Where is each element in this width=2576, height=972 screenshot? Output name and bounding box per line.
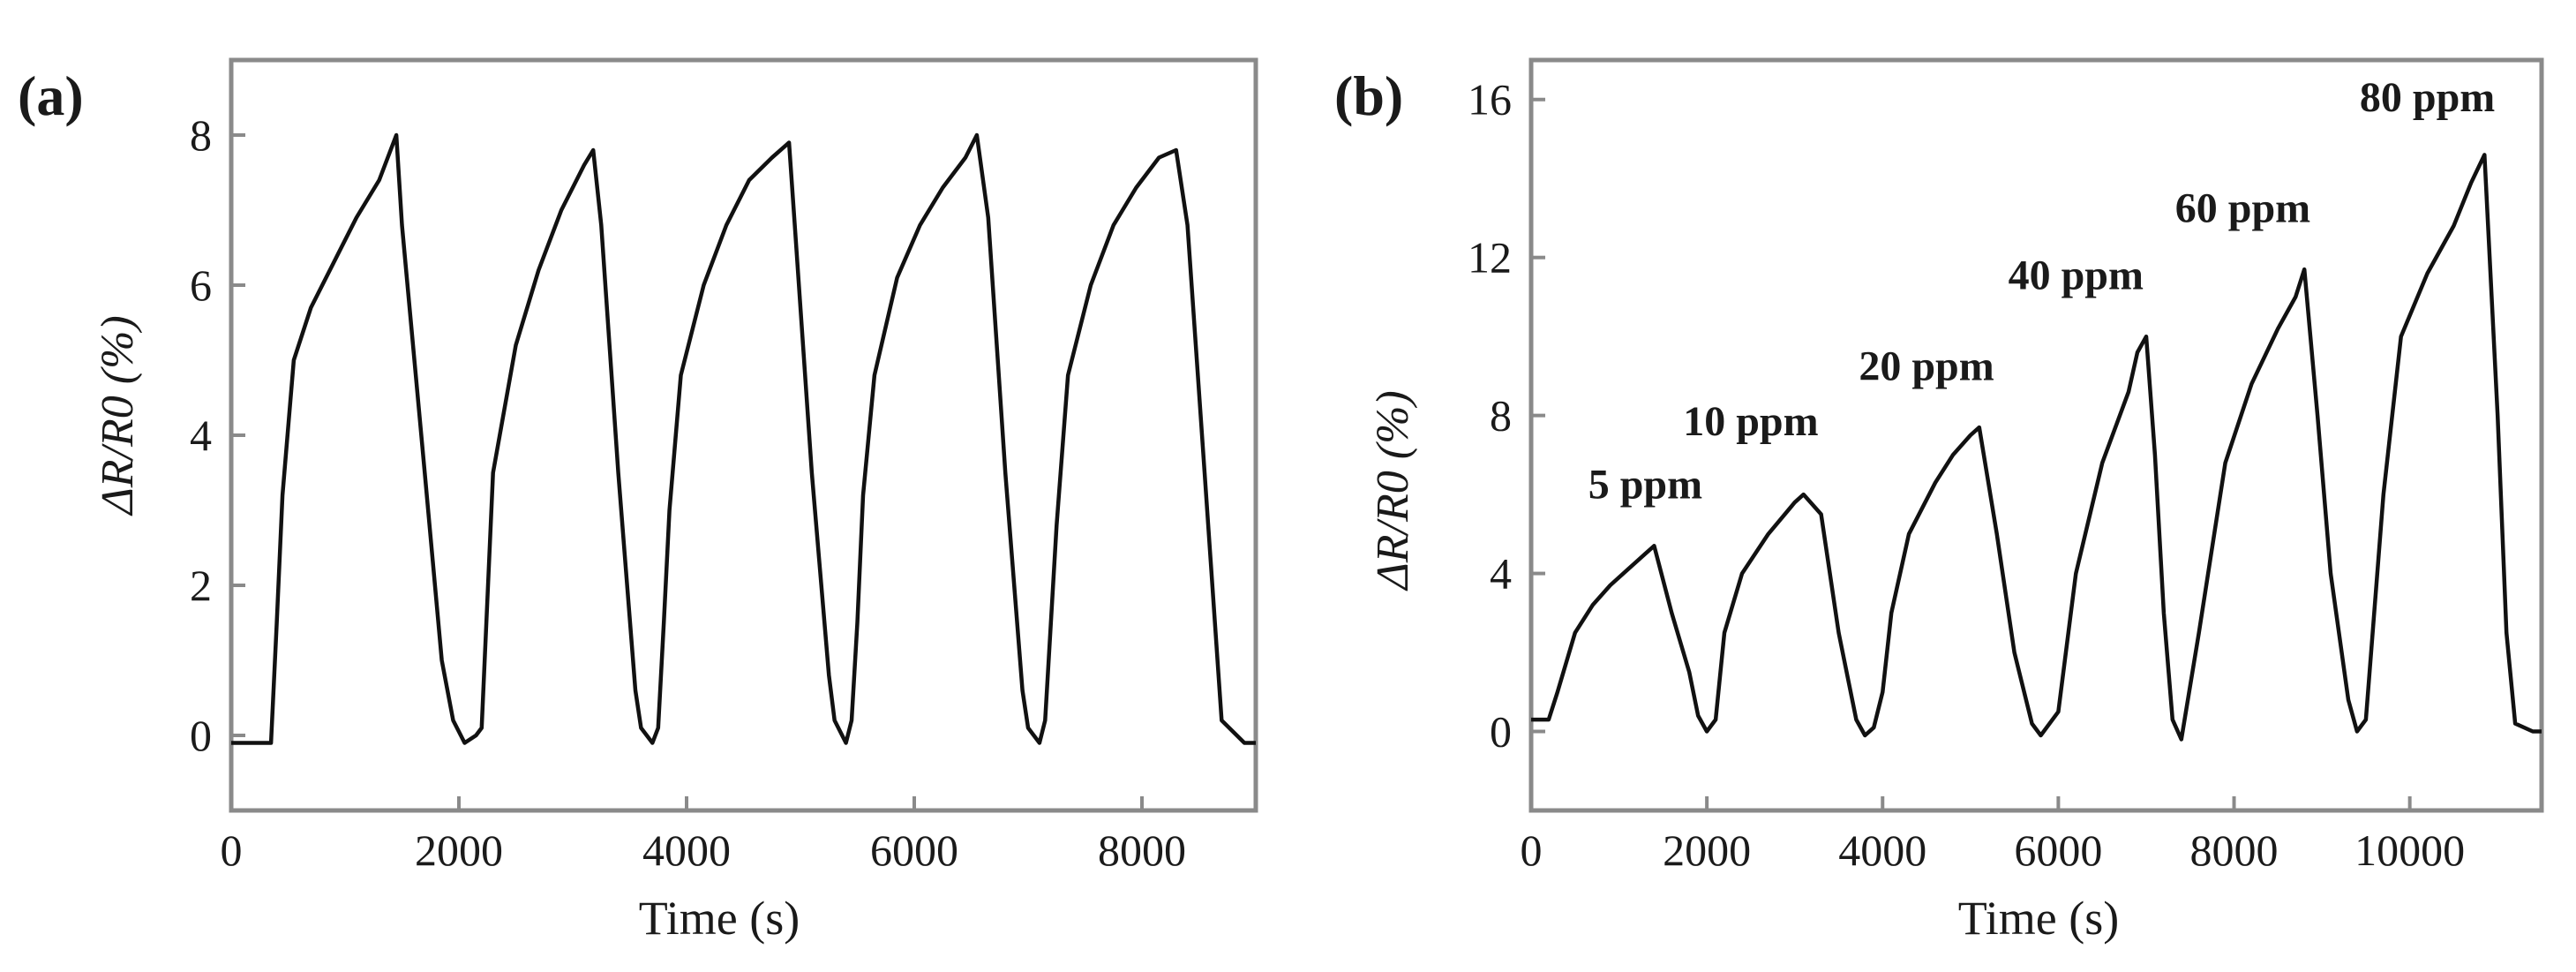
panel-a-xtick-label: 8000 xyxy=(1098,825,1186,875)
panel-a-series-line xyxy=(231,132,1256,745)
panel-b-xtick-label: 8000 xyxy=(2190,825,2279,875)
panel-b-annotation: 5 ppm xyxy=(1588,462,1702,509)
panel-a-ytick-label: 6 xyxy=(190,260,212,310)
panel-b-ytick-label: 12 xyxy=(1468,233,1512,283)
panel-a-ylabel: ΔR/R0 (%) xyxy=(93,315,143,516)
panel-b-annotation: 40 ppm xyxy=(2009,252,2144,298)
panel-a-xtick-label: 6000 xyxy=(870,825,958,875)
panel-b-ytick-label: 8 xyxy=(1490,391,1512,441)
panel-b-xtick-label: 0 xyxy=(1521,825,1543,875)
panel-b-xtick-label: 6000 xyxy=(2014,825,2102,875)
panel-b-frame xyxy=(1528,57,2544,813)
panel-a-frame xyxy=(229,57,1258,813)
panel-b-ytick-label: 4 xyxy=(1490,549,1512,599)
panel-b-xtick-label: 2000 xyxy=(1663,825,1751,875)
panel-a: 0 2000 4000 6000 8000 0 2 4 6 8 xyxy=(190,57,1258,875)
panel-b-xlabel: Time (s) xyxy=(1958,892,2120,945)
panel-b-label: (b) xyxy=(1334,64,1403,127)
panel-a-ytick-label: 4 xyxy=(190,411,212,460)
panel-a-xtick-label: 0 xyxy=(221,825,243,875)
panel-b-xtick-label: 4000 xyxy=(1838,825,1926,875)
panel-a-xtick-label: 2000 xyxy=(415,825,503,875)
panel-a-ytick-label: 2 xyxy=(190,561,212,610)
panel-a-xlabel: Time (s) xyxy=(639,892,800,945)
panel-b-ytick-label: 0 xyxy=(1490,707,1512,757)
panel-a-label: (a) xyxy=(18,64,84,127)
panel-b: 0 2000 4000 6000 8000 10000 0 4 8 12 16 5 ppm 10 ppm… xyxy=(1468,57,2544,875)
panel-b-ylabel: ΔR/R0 (%) xyxy=(1368,390,1418,591)
panel-b-annotation: 20 ppm xyxy=(1859,343,1994,389)
panel-b-annotation: 80 ppm xyxy=(2360,74,2495,121)
panel-b-series-line xyxy=(1531,153,2542,742)
panel-b-ytick-label: 16 xyxy=(1468,75,1512,124)
panel-a-ytick-label: 8 xyxy=(190,110,212,160)
panel-b-annotation: 10 ppm xyxy=(1683,398,1818,445)
panel-b-annotation: 60 ppm xyxy=(2175,185,2310,231)
panel-a-xtick-label: 4000 xyxy=(642,825,731,875)
panel-a-ytick-label: 0 xyxy=(190,711,212,760)
panel-b-xtick-label: 10000 xyxy=(2354,825,2465,875)
